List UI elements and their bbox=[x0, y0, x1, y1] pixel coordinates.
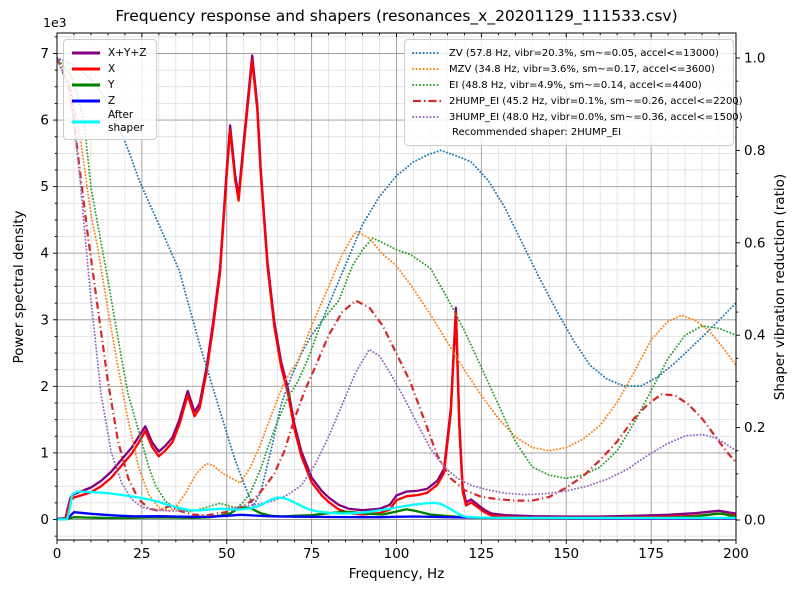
legend-label: EI (48.8 Hz, vibr=4.9%, sm~=0.14, accel<… bbox=[449, 79, 702, 91]
series-EI bbox=[57, 57, 736, 513]
legend-label: Z bbox=[108, 94, 116, 107]
legend-label: MZV (34.8 Hz, vibr=3.6%, sm~=0.17, accel… bbox=[449, 63, 715, 75]
legend-item-2HUMP_EI: 2HUMP_EI (45.2 Hz, vibr=0.1%, sm~=0.26, … bbox=[412, 93, 743, 109]
svg-text:3: 3 bbox=[40, 312, 49, 328]
series-3HUMP_EI bbox=[57, 57, 736, 512]
svg-text:100: 100 bbox=[384, 546, 410, 562]
svg-text:25: 25 bbox=[133, 546, 150, 562]
svg-text:6: 6 bbox=[40, 113, 49, 129]
svg-text:0.6: 0.6 bbox=[744, 235, 765, 251]
svg-text:7: 7 bbox=[40, 46, 49, 62]
svg-text:200: 200 bbox=[723, 546, 749, 562]
series-2HUMP_EI bbox=[57, 57, 736, 517]
legend-item-3HUMP_EI: 3HUMP_EI (48.0 Hz, vibr=0.0%, sm~=0.36, … bbox=[412, 109, 743, 125]
line-swatch-icon bbox=[412, 52, 442, 54]
y-left-axis-label: Power spectral density bbox=[11, 210, 27, 364]
svg-text:150: 150 bbox=[553, 546, 579, 562]
line-swatch-icon bbox=[72, 83, 100, 87]
legend-item-MZV: MZV (34.8 Hz, vibr=3.6%, sm~=0.17, accel… bbox=[412, 61, 726, 77]
tick-labels: 0 25 50 75 100 125 150 175 200 0 1 2 3 4 5 6 7 0.0 0.2 0.4 0… bbox=[40, 46, 765, 562]
legend-label: After shaper bbox=[108, 109, 145, 134]
svg-text:175: 175 bbox=[638, 546, 664, 562]
legend-item-ZV: ZV (57.8 Hz, vibr=20.3%, sm~=0.05, accel… bbox=[412, 45, 726, 61]
legend-item-EI: EI (48.8 Hz, vibr=4.9%, sm~=0.14, accel<… bbox=[412, 77, 726, 93]
svg-text:1: 1 bbox=[40, 445, 49, 461]
legend-label: X bbox=[108, 62, 116, 75]
legend-label: X+Y+Z bbox=[108, 46, 147, 59]
svg-text:0.2: 0.2 bbox=[744, 420, 765, 436]
legend-item-y: Y bbox=[71, 77, 146, 93]
svg-text:0.8: 0.8 bbox=[744, 143, 765, 159]
legend-item-x+y+z: X+Y+Z bbox=[71, 45, 146, 61]
line-swatch-icon bbox=[72, 51, 100, 55]
y-left-offset-label: 1e3 bbox=[43, 15, 67, 30]
svg-text:5: 5 bbox=[40, 179, 49, 195]
svg-text:125: 125 bbox=[468, 546, 494, 562]
line-swatch-icon bbox=[72, 99, 100, 103]
line-swatch-icon bbox=[412, 116, 442, 118]
legend-label: 3HUMP_EI (48.0 Hz, vibr=0.0%, sm~=0.36, … bbox=[449, 111, 743, 123]
legend-item-z: Z bbox=[71, 93, 146, 109]
line-swatch-icon bbox=[72, 120, 100, 123]
svg-text:75: 75 bbox=[303, 546, 320, 562]
svg-text:0.0: 0.0 bbox=[744, 513, 765, 529]
legend-label: Y bbox=[108, 78, 115, 91]
legend-psd: X+Y+Z X Y Z After shaper bbox=[63, 39, 158, 140]
y-right-axis-label: Shaper vibration reduction (ratio) bbox=[772, 173, 788, 401]
svg-text:0.4: 0.4 bbox=[744, 328, 765, 344]
legend-shapers: ZV (57.8 Hz, vibr=20.3%, sm~=0.05, accel… bbox=[404, 39, 743, 146]
series-x bbox=[57, 59, 736, 521]
recommended-shaper-label: Recommended shaper: 2HUMP_EI bbox=[452, 127, 622, 138]
line-swatch-icon bbox=[413, 99, 441, 103]
line-swatch-icon bbox=[412, 68, 442, 70]
line-swatch-icon bbox=[412, 84, 442, 86]
ticks bbox=[53, 33, 740, 544]
legend-item-x: X bbox=[71, 61, 146, 77]
legend-label: 2HUMP_EI (45.2 Hz, vibr=0.1%, sm~=0.26, … bbox=[449, 95, 743, 107]
x-axis-label: Frequency, Hz bbox=[348, 566, 445, 582]
chart-title: Frequency response and shapers (resonanc… bbox=[115, 7, 678, 25]
legend-item-after_shaper: After shaper bbox=[71, 109, 146, 134]
legend-label: ZV (57.8 Hz, vibr=20.3%, sm~=0.05, accel… bbox=[449, 47, 719, 59]
series-ZV bbox=[57, 57, 736, 508]
svg-text:0: 0 bbox=[40, 512, 49, 528]
svg-text:50: 50 bbox=[218, 546, 235, 562]
svg-text:0: 0 bbox=[53, 546, 62, 562]
svg-text:1.0: 1.0 bbox=[744, 51, 765, 67]
svg-text:2: 2 bbox=[40, 379, 49, 395]
series-after_shaper bbox=[57, 490, 736, 521]
line-swatch-icon bbox=[72, 67, 100, 71]
svg-text:4: 4 bbox=[40, 246, 49, 262]
